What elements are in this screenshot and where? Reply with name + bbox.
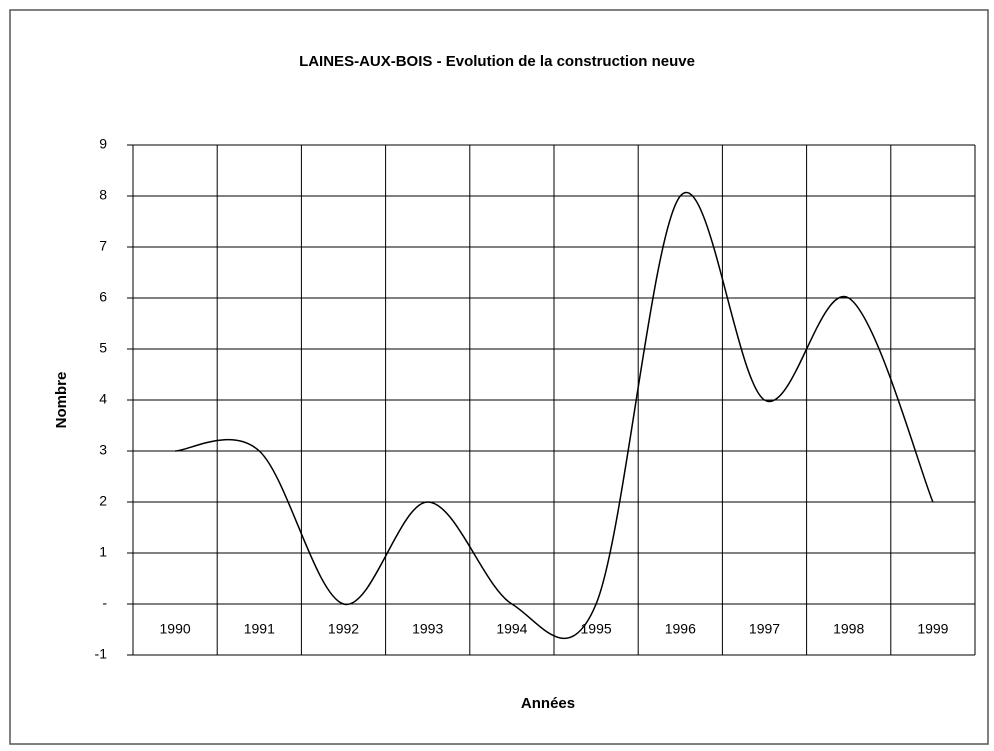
x-tick-label: 1993 — [412, 621, 443, 637]
y-tick-label: 4 — [99, 391, 107, 407]
x-axis-label: Années — [521, 695, 575, 712]
x-tick-label: 1992 — [328, 621, 359, 637]
y-tick-label: 6 — [99, 289, 107, 305]
y-tick-label: 9 — [99, 136, 107, 152]
x-tick-label: 1991 — [244, 621, 275, 637]
chart-title: LAINES-AUX-BOIS - Evolution de la constr… — [299, 53, 695, 70]
chart-frame — [9, 9, 989, 745]
x-tick-label: 1995 — [581, 621, 612, 637]
x-tick-label: 1999 — [917, 621, 948, 637]
y-tick-label: 2 — [99, 493, 107, 509]
y-tick-label: 8 — [99, 187, 107, 203]
y-tick-label: - — [102, 595, 107, 611]
y-tick-label: 7 — [99, 238, 107, 254]
x-tick-label: 1990 — [160, 621, 191, 637]
x-tick-label: 1994 — [496, 621, 527, 637]
y-tick-label: 1 — [99, 544, 107, 560]
y-axis-label: Nombre — [53, 372, 70, 429]
y-tick-label: 3 — [99, 442, 107, 458]
data-line — [175, 191, 934, 640]
y-tick-label: -1 — [95, 646, 108, 662]
x-tick-label: 1998 — [833, 621, 864, 637]
x-tick-label: 1996 — [665, 621, 696, 637]
y-tick-label: 5 — [99, 340, 107, 356]
x-tick-label: 1997 — [749, 621, 780, 637]
